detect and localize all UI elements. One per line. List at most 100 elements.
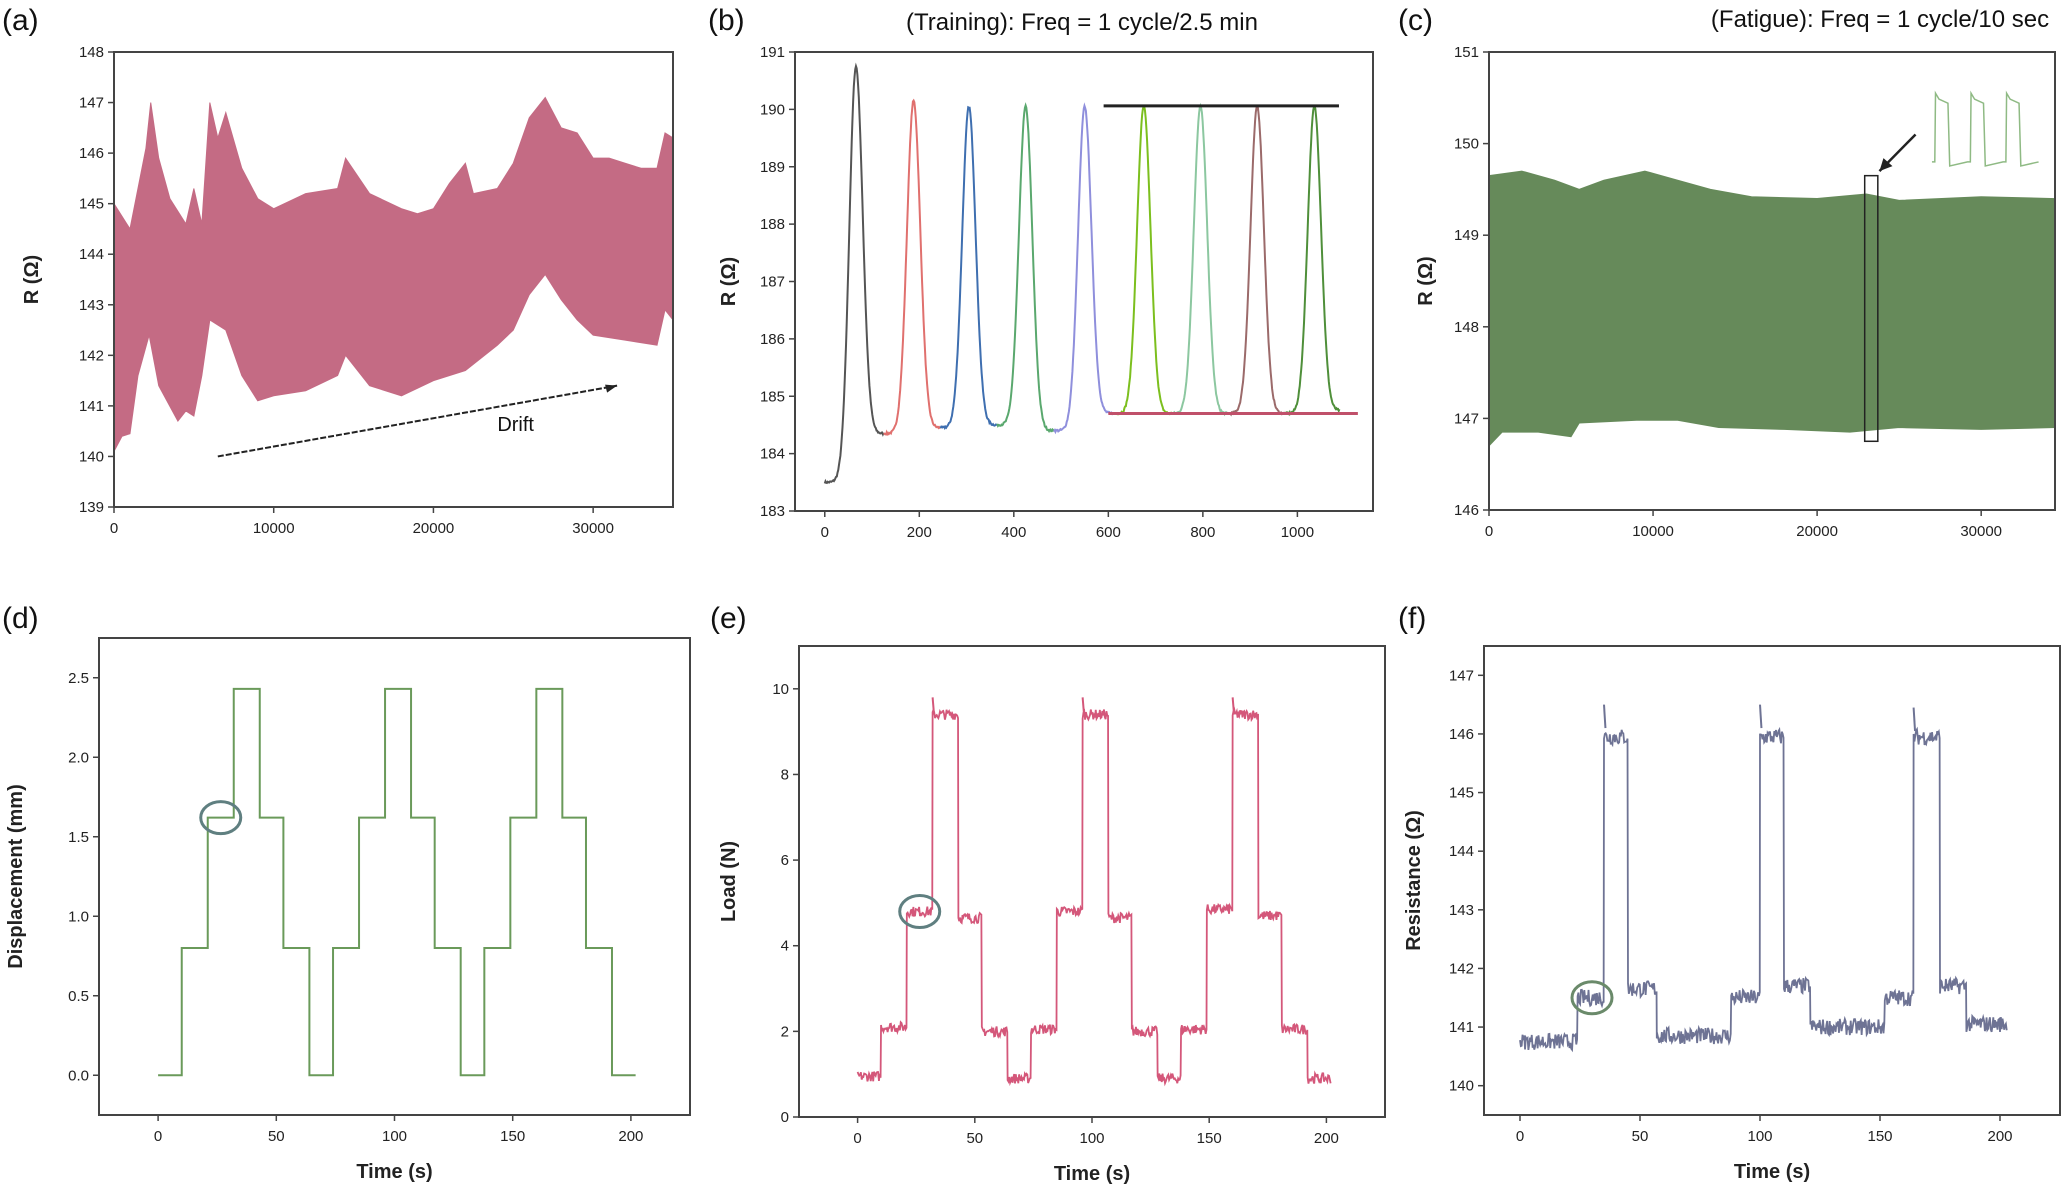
x-tick-label: 50 [268, 1128, 285, 1145]
x-tick-label: 50 [1632, 1128, 1649, 1145]
drift-arrowhead [605, 384, 618, 393]
x-tick-label: 200 [618, 1128, 643, 1145]
inset-waveform [1931, 90, 2039, 167]
x-tick-label: 20000 [413, 520, 455, 537]
x-tick-label: 150 [1197, 1130, 1222, 1147]
y-tick-label: 151 [1454, 44, 1479, 61]
y-tick-label: 189 [760, 159, 785, 176]
spike [1231, 697, 1236, 715]
spike [1081, 697, 1086, 715]
peak-curve [1053, 102, 1114, 435]
y-tick-label: 140 [1449, 1078, 1474, 1095]
arrowhead [1879, 158, 1893, 172]
x-tick-label: 10000 [253, 520, 295, 537]
y-tick-label: 144 [79, 246, 104, 263]
y-tick-label: 0.5 [68, 988, 89, 1005]
x-axis-label: Time (s) [1054, 1163, 1130, 1185]
chart-title: (Fatigue): Freq = 1 cycle/10 sec [1711, 6, 2049, 33]
y-tick-label: 10 [772, 681, 789, 698]
x-tick-label: 0 [154, 1128, 162, 1145]
y-tick-label: 147 [1449, 667, 1474, 684]
y-tick-label: 185 [760, 388, 785, 405]
y-tick-label: 147 [1454, 410, 1479, 427]
x-tick-label: 800 [1190, 524, 1215, 541]
highlight-circle [199, 800, 243, 836]
spike [931, 697, 936, 715]
y-tick-label: 2.0 [68, 749, 89, 766]
y-axis-label: R (Ω) [21, 255, 43, 304]
y-tick-label: 143 [79, 297, 104, 314]
x-tick-label: 100 [382, 1128, 407, 1145]
drift-arrow [217, 384, 618, 458]
step-series [856, 706, 1332, 1087]
y-axis-label: Load (N) [718, 841, 740, 922]
peak-curve [939, 105, 998, 431]
y-tick-label: 183 [760, 503, 785, 520]
spike [1759, 704, 1763, 729]
y-tick-label: 148 [79, 44, 104, 61]
highlight-circle [898, 893, 942, 929]
x-tick-label: 10000 [1632, 523, 1674, 540]
highlight-circle [1570, 980, 1614, 1016]
peak-curve [823, 62, 885, 485]
y-tick-label: 146 [1449, 726, 1474, 743]
x-tick-label: 200 [1987, 1128, 2012, 1145]
y-tick-label: 186 [760, 331, 785, 348]
y-tick-label: 141 [1449, 1019, 1474, 1036]
envelope-area [1488, 170, 2056, 448]
plot-frame [98, 637, 691, 1116]
y-tick-label: 142 [79, 347, 104, 364]
y-axis-label: R (Ω) [1415, 256, 1437, 305]
plot-frame [1488, 51, 2056, 511]
chart-title: (Training): Freq = 1 cycle/2.5 min [906, 9, 1258, 36]
peak-curve [883, 98, 942, 437]
y-tick-label: 143 [1449, 902, 1474, 919]
x-tick-label: 50 [966, 1130, 983, 1147]
x-axis-label: Time (s) [1734, 1161, 1810, 1183]
x-tick-label: 200 [907, 524, 932, 541]
y-tick-label: 191 [760, 44, 785, 61]
y-tick-label: 148 [1454, 319, 1479, 336]
y-tick-label: 6 [781, 852, 789, 869]
y-tick-label: 140 [79, 448, 104, 465]
y-tick-label: 141 [79, 398, 104, 415]
panel-a: (a) Drift 139 140 141 142 143 144 145 146 147 148 0 1… [2, 4, 674, 537]
x-axis-label: Time (s) [356, 1161, 432, 1183]
plot-frame [794, 51, 1374, 512]
y-tick-label: 145 [79, 196, 104, 213]
panel-d: (d) 0.0 0.5 1.0 1.5 2.0 2.5 0 50 100 150 200 Displac… [2, 602, 691, 1183]
panel-label: (c) [1398, 4, 1433, 37]
y-tick-label: 188 [760, 216, 785, 233]
panel-f: (f) 140 141 142 143 144 145 146 147 0 50 100 150 200 R… [1398, 602, 2061, 1183]
y-tick-label: 0 [781, 1109, 789, 1126]
y-tick-label: 149 [1454, 227, 1479, 244]
panel-b: (b) (Training): Freq = 1 cycle/2.5 min 183… [708, 4, 1374, 541]
panel-label: (a) [2, 4, 39, 37]
x-tick-label: 30000 [1960, 523, 2002, 540]
y-tick-label: 190 [760, 101, 785, 118]
plot-frame [1483, 645, 2061, 1116]
step-series [158, 687, 636, 1077]
x-tick-label: 150 [1867, 1128, 1892, 1145]
peak-curve [1171, 102, 1230, 417]
y-tick-label: 146 [79, 145, 104, 162]
x-tick-label: 1000 [1281, 524, 1314, 541]
panel-label: (e) [710, 602, 747, 635]
plot-frame [798, 645, 1386, 1118]
y-tick-label: 144 [1449, 843, 1474, 860]
x-tick-label: 400 [1001, 524, 1026, 541]
x-tick-label: 200 [1314, 1130, 1339, 1147]
drift-label: Drift [497, 414, 534, 436]
x-tick-label: 30000 [572, 520, 614, 537]
y-tick-label: 2.5 [68, 670, 89, 687]
panel-label: (b) [708, 4, 745, 37]
x-tick-label: 600 [1096, 524, 1121, 541]
y-tick-label: 1.0 [68, 908, 89, 925]
peak-curve [1112, 105, 1173, 416]
x-tick-label: 20000 [1796, 523, 1838, 540]
panel-label: (f) [1398, 602, 1426, 635]
y-tick-label: 147 [79, 95, 104, 112]
x-tick-label: 100 [1747, 1128, 1772, 1145]
